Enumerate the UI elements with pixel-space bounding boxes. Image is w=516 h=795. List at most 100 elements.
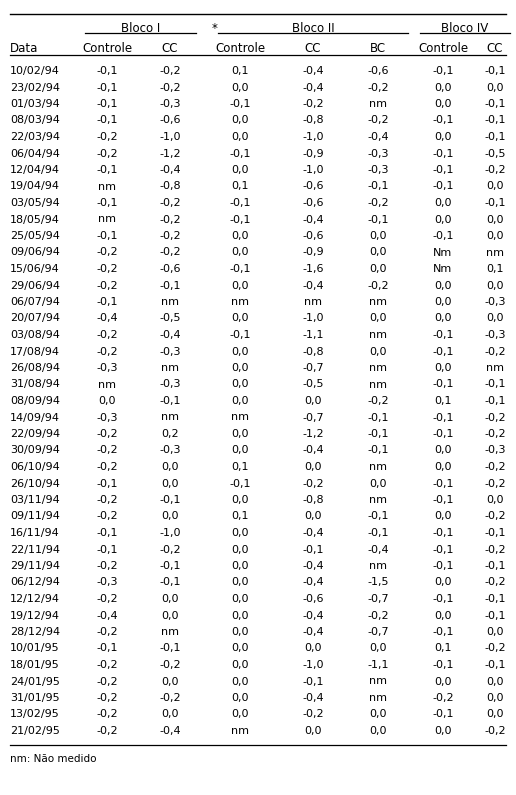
Text: -0,1: -0,1: [484, 115, 506, 126]
Text: 0,0: 0,0: [369, 264, 387, 274]
Text: 0,0: 0,0: [231, 611, 249, 621]
Text: 0,0: 0,0: [231, 677, 249, 687]
Text: -0,3: -0,3: [96, 413, 118, 422]
Text: 0,0: 0,0: [161, 611, 179, 621]
Text: -0,1: -0,1: [484, 396, 506, 406]
Text: -0,1: -0,1: [432, 660, 454, 670]
Text: 0,0: 0,0: [231, 643, 249, 653]
Text: CC: CC: [487, 42, 503, 55]
Text: -0,7: -0,7: [302, 413, 324, 422]
Text: -0,1: -0,1: [432, 379, 454, 390]
Text: 26/08/94: 26/08/94: [10, 363, 60, 373]
Text: nm: nm: [304, 297, 322, 307]
Text: 0,0: 0,0: [304, 462, 322, 472]
Text: -0,8: -0,8: [302, 115, 324, 126]
Text: 0,0: 0,0: [231, 347, 249, 356]
Text: -0,4: -0,4: [159, 330, 181, 340]
Text: -0,2: -0,2: [302, 99, 324, 109]
Text: -0,1: -0,1: [432, 165, 454, 175]
Text: 0,0: 0,0: [434, 462, 452, 472]
Text: -0,2: -0,2: [96, 561, 118, 571]
Text: nm: nm: [369, 297, 387, 307]
Text: nm: nm: [486, 247, 504, 258]
Text: -0,4: -0,4: [302, 611, 324, 621]
Text: 0,0: 0,0: [231, 594, 249, 604]
Text: 0,0: 0,0: [486, 709, 504, 719]
Text: -0,1: -0,1: [367, 445, 389, 456]
Text: 0,0: 0,0: [231, 247, 249, 258]
Text: -0,1: -0,1: [432, 231, 454, 241]
Text: 23/02/94: 23/02/94: [10, 83, 60, 92]
Text: -0,4: -0,4: [96, 313, 118, 324]
Text: -0,1: -0,1: [367, 429, 389, 439]
Text: 19/04/94: 19/04/94: [10, 181, 60, 192]
Text: -0,6: -0,6: [302, 594, 324, 604]
Text: 0,0: 0,0: [161, 511, 179, 522]
Text: 15/06/94: 15/06/94: [10, 264, 60, 274]
Text: 17/08/94: 17/08/94: [10, 347, 60, 356]
Text: -0,1: -0,1: [432, 115, 454, 126]
Text: 31/08/94: 31/08/94: [10, 379, 60, 390]
Text: -0,1: -0,1: [159, 561, 181, 571]
Text: nm: nm: [161, 627, 179, 637]
Text: -0,4: -0,4: [96, 611, 118, 621]
Text: 19/12/94: 19/12/94: [10, 611, 60, 621]
Text: 18/05/94: 18/05/94: [10, 215, 60, 224]
Text: -0,2: -0,2: [96, 429, 118, 439]
Text: nm: nm: [369, 462, 387, 472]
Text: -0,4: -0,4: [367, 545, 389, 554]
Text: -0,2: -0,2: [484, 511, 506, 522]
Text: -0,1: -0,1: [484, 379, 506, 390]
Text: 0,0: 0,0: [231, 660, 249, 670]
Text: 0,0: 0,0: [161, 479, 179, 488]
Text: 0,0: 0,0: [369, 313, 387, 324]
Text: -0,2: -0,2: [432, 693, 454, 703]
Text: -0,2: -0,2: [96, 347, 118, 356]
Text: -0,1: -0,1: [432, 594, 454, 604]
Text: nm: nm: [369, 561, 387, 571]
Text: nm: nm: [98, 181, 116, 192]
Text: 12/04/94: 12/04/94: [10, 165, 60, 175]
Text: -0,2: -0,2: [484, 429, 506, 439]
Text: -0,1: -0,1: [367, 181, 389, 192]
Text: 0,0: 0,0: [434, 198, 452, 208]
Text: 0,1: 0,1: [231, 511, 249, 522]
Text: 0,0: 0,0: [231, 165, 249, 175]
Text: -0,1: -0,1: [367, 528, 389, 538]
Text: 0,0: 0,0: [231, 379, 249, 390]
Text: 0,0: 0,0: [231, 693, 249, 703]
Text: -0,1: -0,1: [432, 181, 454, 192]
Text: 25/05/94: 25/05/94: [10, 231, 60, 241]
Text: -0,9: -0,9: [302, 149, 324, 158]
Text: Nm: Nm: [433, 264, 453, 274]
Text: 0,0: 0,0: [231, 561, 249, 571]
Text: 0,0: 0,0: [369, 709, 387, 719]
Text: -0,3: -0,3: [159, 99, 181, 109]
Text: 0,0: 0,0: [231, 281, 249, 290]
Text: 0,0: 0,0: [161, 594, 179, 604]
Text: 0,0: 0,0: [231, 231, 249, 241]
Text: 06/07/94: 06/07/94: [10, 297, 60, 307]
Text: -0,2: -0,2: [484, 545, 506, 554]
Text: Controle: Controle: [215, 42, 265, 55]
Text: 0,0: 0,0: [486, 627, 504, 637]
Text: -0,1: -0,1: [96, 198, 118, 208]
Text: -0,3: -0,3: [159, 347, 181, 356]
Text: -0,1: -0,1: [432, 709, 454, 719]
Text: -0,2: -0,2: [367, 281, 389, 290]
Text: -1,1: -1,1: [367, 660, 389, 670]
Text: Bloco IV: Bloco IV: [441, 22, 489, 35]
Text: -0,4: -0,4: [302, 445, 324, 456]
Text: 0,1: 0,1: [231, 462, 249, 472]
Text: -0,1: -0,1: [484, 660, 506, 670]
Text: -0,1: -0,1: [229, 264, 251, 274]
Text: 0,0: 0,0: [369, 231, 387, 241]
Text: -0,1: -0,1: [229, 215, 251, 224]
Text: -0,1: -0,1: [96, 83, 118, 92]
Text: -0,1: -0,1: [229, 198, 251, 208]
Text: -0,3: -0,3: [159, 445, 181, 456]
Text: -0,6: -0,6: [302, 181, 324, 192]
Text: 0,0: 0,0: [161, 462, 179, 472]
Text: -0,1: -0,1: [367, 511, 389, 522]
Text: 0,1: 0,1: [231, 66, 249, 76]
